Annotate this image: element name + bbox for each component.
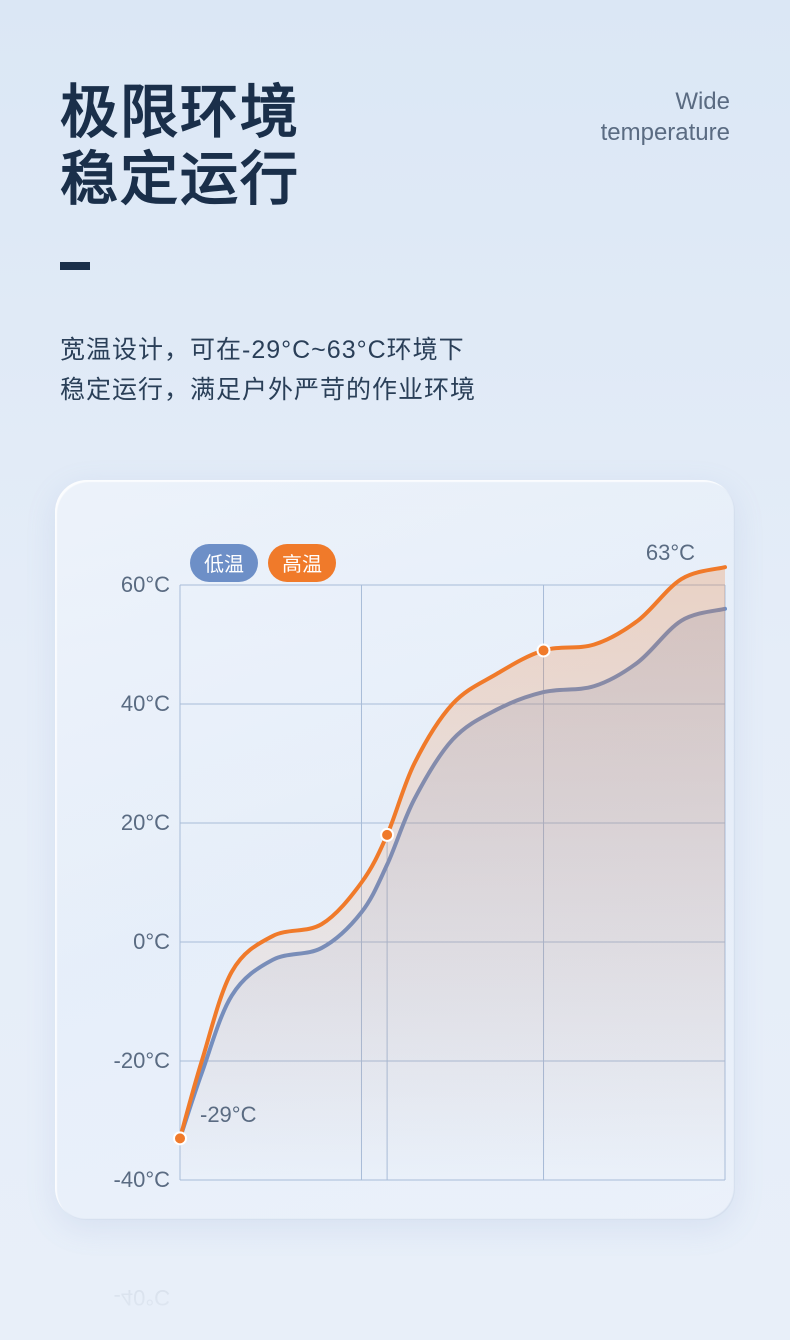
- title-line1: 极限环境: [60, 80, 300, 147]
- y-tick-label: 60°C: [100, 572, 170, 598]
- page-title-cn: 极限环境 稳定运行: [60, 80, 300, 213]
- chart-reflection: -40°C: [55, 1230, 735, 1340]
- desc-line2: 稳定运行，满足户外严苛的作业环境: [60, 370, 476, 410]
- y-tick-label: 20°C: [100, 810, 170, 836]
- desc-line1: 宽温设计，可在-29°C~63°C环境下: [60, 330, 476, 370]
- title-en-line1: Wide: [601, 86, 730, 117]
- y-tick-label: 0°C: [100, 929, 170, 955]
- legend-high-pill: 高温: [268, 544, 336, 582]
- chart-legend: 低温 高温: [190, 544, 336, 582]
- y-tick-label: -20°C: [100, 1048, 170, 1074]
- title-line2: 稳定运行: [60, 147, 300, 214]
- callout-min-temp: -29°C: [200, 1102, 256, 1128]
- legend-low-pill: 低温: [190, 544, 258, 582]
- y-tick-label: -40°C: [100, 1167, 170, 1193]
- title-dash: [60, 262, 90, 270]
- description: 宽温设计，可在-29°C~63°C环境下 稳定运行，满足户外严苛的作业环境: [60, 330, 476, 410]
- callout-max-temp: 63°C: [646, 540, 695, 566]
- temperature-chart: 低温 高温 60°C 40°C 20°C 0°C -20°C -40°C 63°C -29…: [55, 480, 735, 1220]
- page-title-en: Wide temperature: [601, 86, 730, 148]
- title-en-line2: temperature: [601, 117, 730, 148]
- y-tick-label: 40°C: [100, 691, 170, 717]
